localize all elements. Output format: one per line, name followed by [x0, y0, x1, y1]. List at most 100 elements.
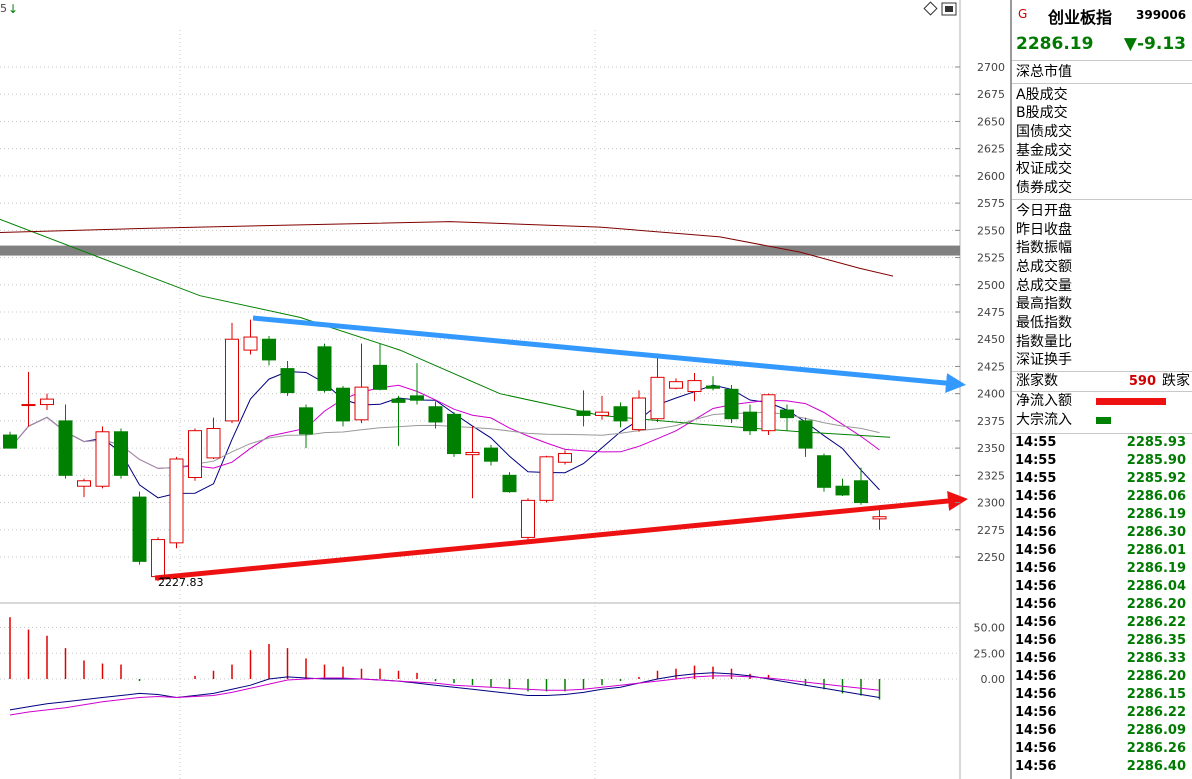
kline-chart[interactable]: 2700 2675 2650 2625 2600 2575 2550 2525 2500 2475… [0, 0, 1010, 779]
candle-body [391, 398, 406, 403]
tick-time: 14:56 [1015, 615, 1057, 630]
candle-body [280, 368, 295, 394]
indicator-tick-label: 50.00 [974, 622, 1006, 635]
y-tick-label: 2450 [977, 333, 1005, 346]
tick-list[interactable]: 14:55 2285.93 14:55 2285.90 14:55 2285.92 14:5… [1012, 433, 1192, 776]
tick-price: 2286.19 [1126, 507, 1186, 522]
tick-price: 2286.30 [1126, 525, 1186, 540]
volume-label: A股成交 [1016, 86, 1068, 103]
candle-body [706, 385, 720, 389]
tick-time: 14:56 [1015, 489, 1057, 504]
tick-row: 14:56 2286.09 [1012, 722, 1192, 740]
tick-time: 14:56 [1015, 723, 1057, 738]
tick-time: 14:55 [1015, 471, 1057, 486]
tick-price: 2286.22 [1126, 615, 1186, 630]
candle-body [299, 407, 313, 435]
volume-label: 国债成交 [1016, 124, 1072, 141]
tick-row: 14:56 2286.30 [1012, 524, 1192, 542]
tick-time: 14:56 [1015, 705, 1057, 720]
tick-time: 14:56 [1015, 669, 1057, 684]
price-band [0, 245, 960, 256]
candle-body [169, 458, 184, 544]
moving-average-lines [0, 218, 894, 499]
y-tick-label: 2625 [977, 143, 1005, 156]
candle-body [40, 398, 54, 406]
tick-time: 14:56 [1015, 507, 1057, 522]
ma120-line [0, 221, 894, 277]
tick-price: 2286.22 [1126, 705, 1186, 720]
tick-row: 14:56 2286.15 [1012, 686, 1192, 704]
y-tick-label: 2325 [977, 469, 1005, 482]
tick-time: 14:55 [1015, 435, 1057, 450]
tick-row: 14:56 2286.40 [1012, 758, 1192, 776]
stat-label: 总成交额 [1016, 258, 1072, 275]
tick-price: 2286.20 [1126, 597, 1186, 612]
candle-body [428, 406, 443, 423]
candle-body [780, 409, 794, 419]
tick-row: 14:56 2286.06 [1012, 488, 1192, 506]
candle-body [761, 394, 776, 432]
y-tick-label: 2550 [977, 224, 1005, 237]
net-inflow-label: 净流入额 [1016, 393, 1072, 409]
tick-price: 2285.92 [1126, 471, 1186, 486]
tick-price: 2286.35 [1126, 633, 1186, 648]
tick-row: 14:56 2286.35 [1012, 632, 1192, 650]
stats-section: 今日开盘 昨日收盘 指数振幅 总成交额 总成交量 最高指数 最低指数 指数量比 … [1012, 200, 1192, 372]
diamond-icon[interactable] [923, 1, 938, 16]
stat-label: 最高指数 [1016, 296, 1072, 313]
y-tick-label: 2700 [977, 61, 1005, 74]
chart-grid [0, 0, 961, 779]
candle-body [650, 376, 665, 420]
ma5-line [9, 370, 880, 499]
up-count-label: 涨家数 [1016, 373, 1058, 389]
resistance-trend-arrow [252, 315, 966, 394]
candle-body [114, 431, 128, 476]
tick-time: 14:56 [1015, 687, 1057, 702]
volume-label: 权证成交 [1016, 161, 1072, 178]
tick-price: 2285.90 [1126, 453, 1186, 468]
candle-body [743, 411, 757, 432]
candle-body [21, 404, 36, 407]
tick-time: 14:56 [1015, 543, 1057, 558]
stat-label: 今日开盘 [1016, 202, 1072, 219]
candle-body [188, 430, 202, 479]
volume-label: 基金成交 [1016, 142, 1072, 159]
volume-label: B股成交 [1016, 105, 1068, 122]
price-change: ▼-9.13 [1123, 34, 1186, 54]
tick-price: 2286.40 [1126, 759, 1186, 774]
tick-time: 14:56 [1015, 597, 1057, 612]
window-toggle-icon[interactable] [941, 2, 957, 16]
y-tick-label: 2300 [977, 497, 1005, 510]
candle-body [225, 338, 239, 422]
corner-label: 5 [0, 2, 7, 15]
candle-body [206, 428, 221, 459]
candle-body [95, 431, 110, 487]
candle-body [58, 420, 73, 476]
tick-price: 2286.06 [1126, 489, 1186, 504]
candle-body [595, 411, 609, 416]
stat-label: 昨日收盘 [1016, 221, 1072, 238]
tick-time: 14:56 [1015, 633, 1057, 648]
y-tick-label: 2250 [977, 551, 1005, 564]
tick-time: 14:56 [1015, 651, 1057, 666]
kline-chart-area[interactable]: 2700 2675 2650 2625 2600 2575 2550 2525 2500 2475… [0, 0, 1010, 779]
candle-body [613, 406, 628, 422]
tick-time: 14:56 [1015, 741, 1057, 756]
y-tick-label: 2525 [977, 252, 1005, 265]
net-inflow-row: 净流入额 [1012, 392, 1192, 411]
y-tick-label: 2475 [977, 306, 1005, 319]
candle-body [669, 381, 683, 389]
stat-label: 指数量比 [1016, 333, 1072, 350]
candle-body [373, 364, 387, 390]
indicator-dif-line [9, 672, 880, 711]
y-tick-label: 2275 [977, 524, 1005, 537]
tick-price: 2286.33 [1126, 651, 1186, 666]
market-badge: G [1018, 7, 1028, 21]
tick-row: 14:56 2286.04 [1012, 578, 1192, 596]
tick-row: 14:56 2286.22 [1012, 614, 1192, 632]
tick-price: 2286.26 [1126, 741, 1186, 756]
y-tick-label: 2350 [977, 442, 1005, 455]
up-count-row: 涨家数 590 跌家 [1012, 372, 1192, 392]
candle-body [558, 453, 572, 463]
tick-row: 14:56 2286.20 [1012, 596, 1192, 614]
